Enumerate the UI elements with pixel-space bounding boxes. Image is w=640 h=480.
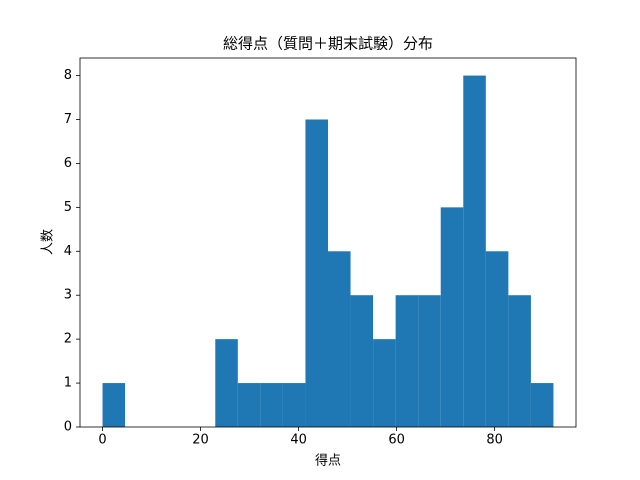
bar <box>395 295 419 427</box>
chart-title: 総得点（質問＋期末試験）分布 <box>223 35 433 53</box>
y-tick-label: 3 <box>64 288 72 303</box>
y-tick-label: 8 <box>64 68 72 83</box>
y-tick-label: 0 <box>64 420 72 435</box>
y-tick-label: 2 <box>64 332 72 347</box>
bar <box>530 383 554 427</box>
bar <box>350 295 374 427</box>
bar <box>440 207 464 427</box>
plot-frame <box>79 57 577 428</box>
x-tick-label: 60 <box>388 433 405 448</box>
y-tick-label: 6 <box>64 156 72 171</box>
bar <box>485 251 509 427</box>
bar <box>418 295 441 427</box>
y-axis-label: 人数 <box>41 229 56 255</box>
bar <box>237 383 261 427</box>
bar <box>373 339 396 427</box>
x-axis-label: 得点 <box>315 453 341 469</box>
bar <box>463 75 486 428</box>
x-tick-label: 20 <box>192 433 209 448</box>
bar <box>102 383 126 427</box>
x-tick-label: 80 <box>486 433 503 448</box>
bar <box>260 383 283 427</box>
bar <box>282 383 306 427</box>
bar <box>215 339 238 427</box>
bar <box>328 251 351 427</box>
bar <box>305 119 328 427</box>
y-tick-label: 5 <box>64 200 72 215</box>
y-tick-label: 7 <box>64 112 72 127</box>
y-tick-label: 4 <box>64 244 72 259</box>
x-tick-label: 0 <box>98 433 106 448</box>
y-tick-label: 1 <box>64 376 72 391</box>
bar <box>508 295 531 427</box>
x-tick-label: 40 <box>290 433 307 448</box>
